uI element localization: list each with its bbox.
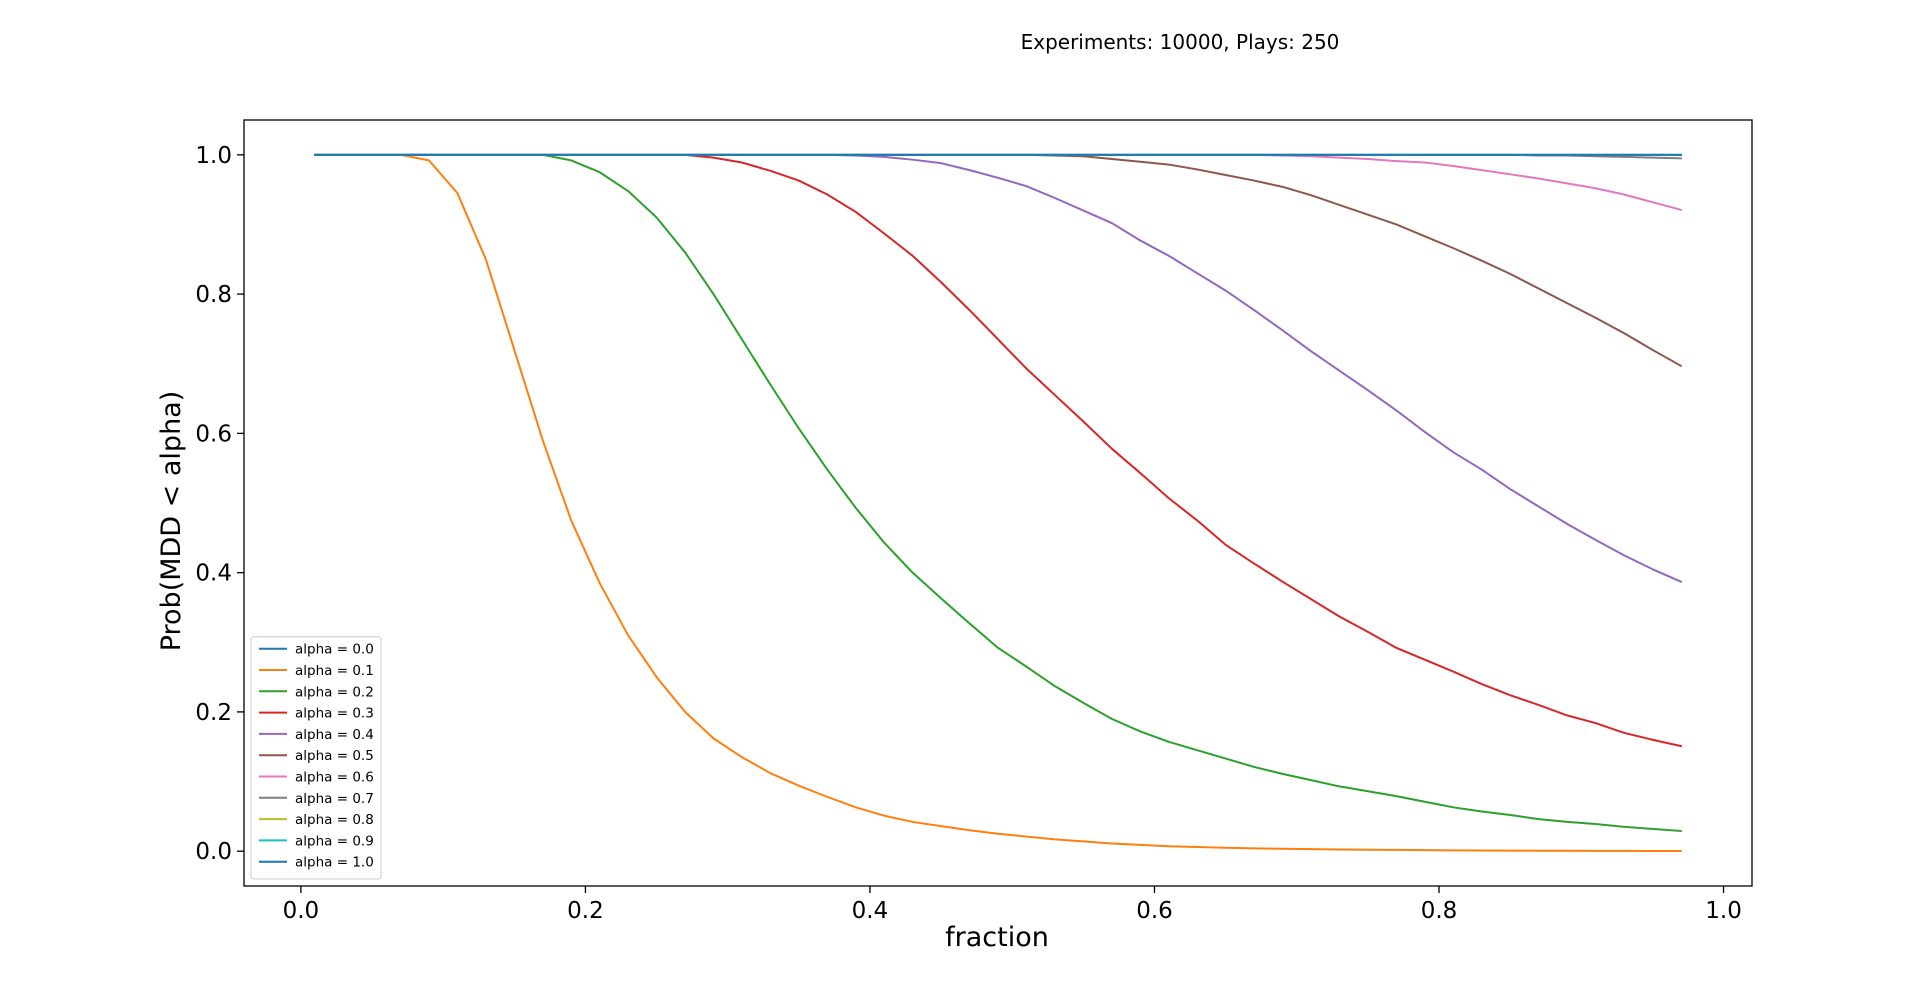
legend-label: alpha = 0.8 — [295, 812, 374, 828]
legend-label: alpha = 0.9 — [295, 833, 374, 849]
legend-label: alpha = 0.7 — [295, 791, 374, 807]
legend-label: alpha = 0.4 — [295, 727, 374, 743]
x-tick-label: 0.0 — [283, 898, 320, 924]
plot-frame — [243, 119, 1753, 887]
y-axis-label: Prob(MDD < alpha) — [156, 391, 187, 652]
legend-label: alpha = 0.6 — [295, 770, 374, 786]
legend-label: alpha = 0.1 — [295, 663, 374, 679]
legend-label: alpha = 0.5 — [295, 748, 374, 764]
legend: alpha = 0.0 alpha = 0.1 alpha = 0.2 alpha =… — [250, 636, 382, 880]
legend-label: alpha = 0.3 — [295, 706, 374, 722]
y-tick-label: 0.2 — [195, 700, 232, 726]
x-tick-label: 0.4 — [852, 898, 889, 924]
series-line-alpha-0-1 — [314, 153, 1682, 853]
x-axis-label: fraction — [945, 922, 1049, 953]
series-lines — [314, 153, 1683, 853]
x-tick-label: 0.2 — [567, 898, 604, 924]
plot-area — [314, 153, 1683, 853]
figure-title: Experiments: 10000, Plays: 250 — [1021, 30, 1340, 54]
axes: 0.0 0.2 0.4 0.6 0.8 1.0 0.0 0.2 0.4 0.6 0.8 1.0 — [195, 119, 1753, 924]
legend-label: alpha = 1.0 — [295, 855, 374, 871]
legend-label: alpha = 0.2 — [295, 684, 374, 700]
y-tick-label: 0.8 — [195, 282, 232, 308]
x-tick-label: 0.8 — [1421, 898, 1458, 924]
x-tick-label: 1.0 — [1705, 898, 1742, 924]
y-tick-label: 0.4 — [195, 561, 232, 587]
y-tick-label: 0.0 — [195, 839, 232, 865]
y-tick-label: 1.0 — [195, 143, 232, 169]
x-tick-label: 0.6 — [1136, 898, 1173, 924]
y-tick-label: 0.6 — [195, 421, 232, 447]
legend-label: alpha = 0.0 — [295, 642, 374, 658]
